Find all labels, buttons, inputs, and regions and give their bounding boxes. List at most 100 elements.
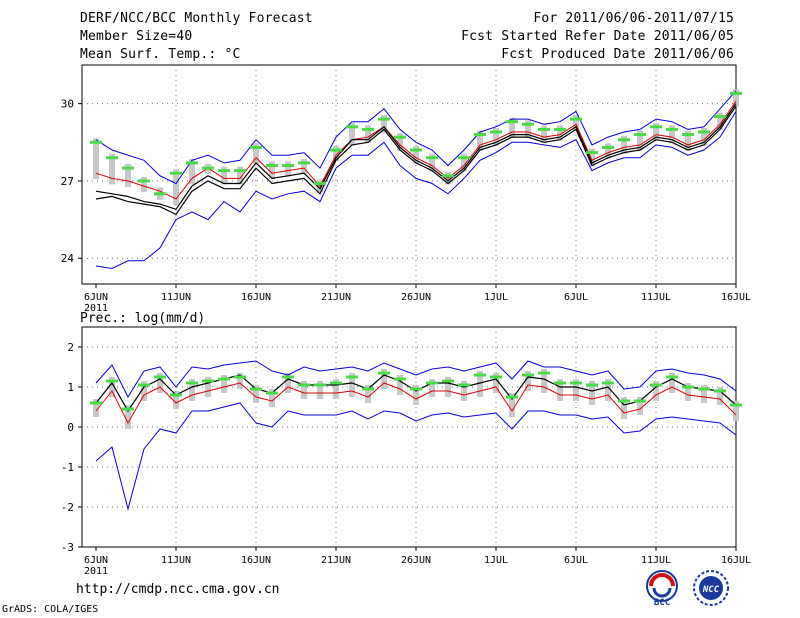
prec-x-tick-label: 11JUL (641, 555, 671, 566)
prec-spread-box (717, 387, 723, 405)
temp-spread-box (557, 125, 563, 141)
temp-spread-box (141, 176, 147, 193)
prec-observed-dash (346, 375, 358, 379)
prec-observed-dash (218, 377, 230, 381)
temp-observed-dash (666, 127, 678, 131)
temp-upper-line (95, 90, 737, 185)
prec-observed-dash (362, 387, 374, 391)
prec-spread-box (365, 385, 371, 403)
prec-spread-box (493, 373, 499, 393)
temp-spread-box (253, 143, 259, 164)
prec-spread-box (653, 381, 659, 401)
temp-observed-dash (186, 161, 198, 165)
temp-x-tick-label: 11JUN (161, 292, 191, 303)
prec-spread-box (221, 375, 227, 393)
prec-y-tick-label: -1 (61, 461, 74, 474)
prec-observed-dash (554, 381, 566, 385)
prec-observed-dash (266, 391, 278, 395)
prec-observed-dash (698, 387, 710, 391)
prec-y-tick-label: 0 (67, 421, 74, 434)
prec-lower-line (95, 402, 737, 511)
prec-observed-dash (714, 389, 726, 393)
prec-spread-box (733, 401, 739, 421)
produced-date: Fcst Produced Date 2011/06/06 (501, 47, 734, 62)
variable-label: Mean Surf. Temp.: °C (80, 47, 241, 62)
temp-spread-box (285, 161, 291, 177)
temp-spread-box (493, 127, 499, 146)
temp-spread-box (381, 115, 387, 133)
temp-spread-box (717, 112, 723, 131)
temp-lower-line (95, 111, 737, 270)
source-url[interactable]: http://cmdp.ncc.cma.gov.cn (76, 582, 280, 597)
temp-x-tick-label: 6JUN (84, 292, 108, 303)
prec-spread-box (109, 377, 115, 397)
prec-x-tick-label: 11JUN (161, 555, 191, 566)
temp-observed-dash (458, 156, 470, 160)
prec-x-tick-label: 6JUN (84, 555, 108, 566)
prec-spread-box (621, 397, 627, 419)
prec-spread-box (173, 391, 179, 409)
prec-mean-line (95, 382, 737, 425)
temp-spread-box (637, 130, 643, 151)
temp-observed-dash (570, 117, 582, 121)
prec-observed-dash (202, 379, 214, 383)
prec-spread-box (317, 381, 323, 399)
temp-observed-dash (442, 174, 454, 178)
temp-spread-box (237, 166, 243, 185)
bcc-logo-text: BCC (654, 598, 670, 608)
prec-spread-box (525, 371, 531, 391)
temp-spread-box (429, 153, 435, 172)
temp-spread-box (589, 148, 595, 167)
prec-observed-dash (426, 381, 438, 385)
prec-observed-dash (314, 383, 326, 387)
temp-observed-dash (218, 169, 230, 173)
temp-observed-dash (522, 122, 534, 126)
temp-observed-dash (682, 133, 694, 137)
prec-x-year-label: 2011 (84, 566, 108, 577)
prec-observed-dash (538, 371, 550, 375)
prec-observed-dash (138, 383, 150, 387)
temp-observed-dash (170, 171, 182, 175)
prec-observed-dash (586, 383, 598, 387)
grads-credit: GrADS: COLA/IGES (2, 604, 99, 615)
temp-spread-box (573, 115, 579, 131)
temp-observed-dash (314, 182, 326, 186)
temp-panel: 6JUN 11JUN 16JUN 21JUN 26JUN 1JUL 6JUL 11JUL 16J… (61, 64, 751, 314)
prec-spread-box (413, 385, 419, 405)
temp-observed-dash (650, 125, 662, 129)
temp-observed-dash (410, 148, 422, 152)
temp-observed-dash (602, 145, 614, 149)
prec-observed-dash (234, 375, 246, 379)
prec-spread-box (301, 381, 307, 399)
prec-x-tick-label: 26JUN (401, 555, 431, 566)
temp-mean-line (95, 100, 737, 200)
temp-x-tick-label: 11JUL (641, 292, 671, 303)
prec-spread-box (269, 389, 275, 407)
prec-observed-dash (410, 387, 422, 391)
temp-spread-box (333, 146, 339, 162)
temp-spread-box (525, 120, 531, 138)
temp-x-tick-label: 21JUN (321, 292, 351, 303)
prec-spread-box (445, 377, 451, 397)
temp-observed-dash (506, 120, 518, 124)
prec-plot-frame (81, 326, 737, 548)
temp-observed-dash (634, 133, 646, 137)
temp-observed-dash (202, 166, 214, 170)
prec-observed-dash (442, 379, 454, 383)
prec-x-tick-label: 16JUL (721, 555, 751, 566)
temp-observed-dash (330, 148, 342, 152)
temp-y-tick-label: 30 (61, 98, 74, 111)
prec-x-tick-label: 1JUL (484, 555, 508, 566)
prec-spread-box (541, 369, 547, 393)
prec-spread-box (637, 397, 643, 415)
prec-y-tick-label: -3 (61, 541, 74, 554)
temp-center-lower-line (95, 105, 737, 216)
prec-spread-box (557, 379, 563, 401)
prec-observed-dash (122, 407, 134, 411)
prec-spread-box (701, 385, 707, 403)
prec-observed-dash (730, 403, 742, 407)
prec-observed-dash (682, 385, 694, 389)
temp-observed-dash (474, 133, 486, 137)
temp-x-tick-label: 1JUL (484, 292, 508, 303)
temp-spread-box (653, 122, 659, 141)
